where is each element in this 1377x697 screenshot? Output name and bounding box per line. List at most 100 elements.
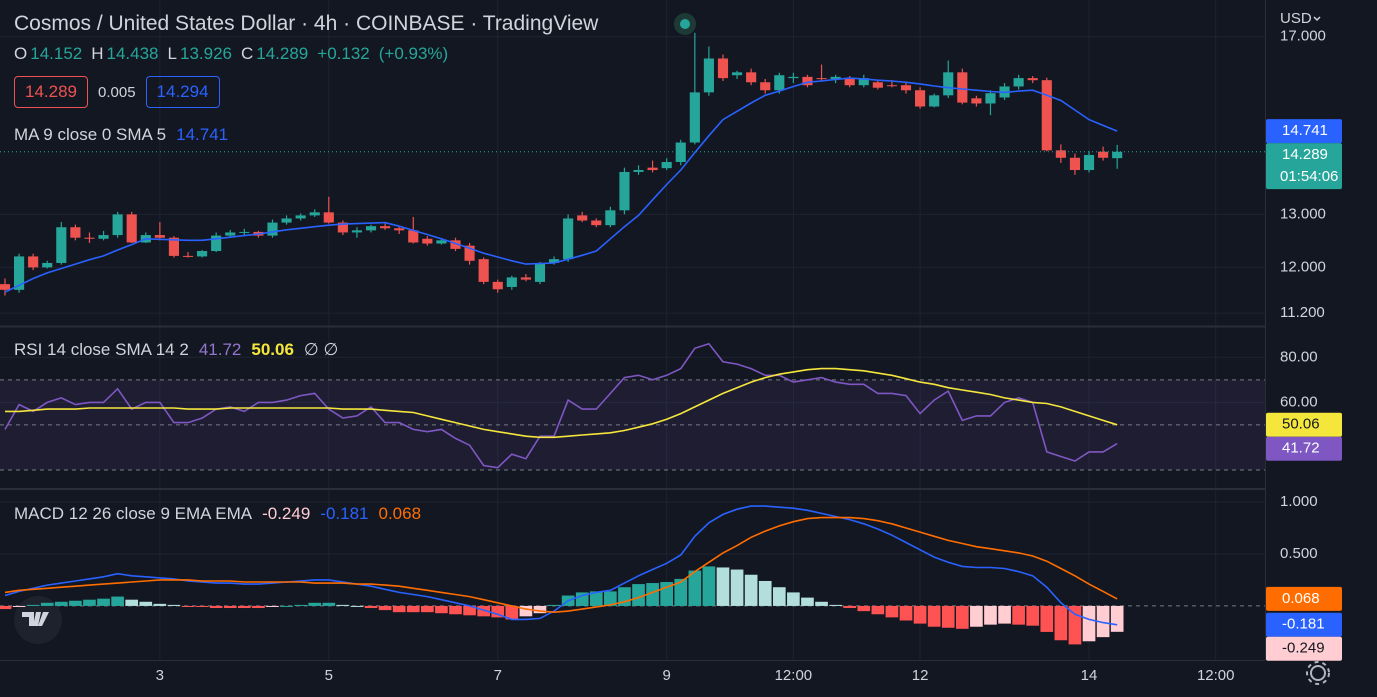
candle-body xyxy=(816,78,827,80)
histogram-bar xyxy=(12,605,26,607)
h-label: H xyxy=(91,44,104,63)
high-value: 14.438 xyxy=(106,44,159,63)
candle-body xyxy=(985,93,996,104)
histogram-bar xyxy=(857,605,871,612)
histogram-bar xyxy=(927,605,941,627)
macd-legend[interactable]: MACD 12 26 close 9 EMA EMA -0.249 -0.181… xyxy=(14,504,421,524)
rsi-value: 41.72 xyxy=(198,340,242,359)
currency[interactable]: USD xyxy=(1280,10,1312,27)
histogram-bar xyxy=(0,605,12,610)
price-badge xyxy=(1266,636,1342,661)
histogram-bar xyxy=(308,602,322,606)
ma-name: MA 9 close 0 SMA 5 xyxy=(14,125,167,144)
x-tick-label: 9 xyxy=(663,667,671,684)
tv-logo[interactable] xyxy=(14,596,62,644)
histogram-bar xyxy=(1082,605,1096,642)
histogram-bar xyxy=(463,605,476,616)
candle-body xyxy=(661,161,672,169)
x-tick-label: 3 xyxy=(156,667,164,684)
histogram-bar xyxy=(1096,605,1110,638)
candle-body xyxy=(380,226,391,229)
indicator-line xyxy=(4,342,1118,469)
candle-body xyxy=(267,222,278,236)
price-badge xyxy=(1266,436,1342,461)
candle-body xyxy=(760,82,771,91)
sell-button[interactable]: 14.289 xyxy=(14,76,88,108)
histogram-bar xyxy=(54,601,68,606)
candle-body xyxy=(844,78,855,86)
candle-body xyxy=(394,228,405,231)
gear-teeth xyxy=(1306,661,1330,685)
candle-body xyxy=(1027,78,1038,81)
ma-legend[interactable]: MA 9 close 0 SMA 5 14.741 xyxy=(14,125,228,145)
histogram-bar xyxy=(40,602,54,606)
ohlc-row: O 14.152 H 14.438 L 13.926 C 14.289 +0.132 (… xyxy=(14,44,448,64)
candle-body xyxy=(436,240,447,244)
histogram-bar xyxy=(322,602,336,606)
y-tick-label: 0.500 xyxy=(1280,545,1318,562)
histogram-bar xyxy=(449,605,462,615)
histogram-bar xyxy=(505,605,519,620)
histogram-bar xyxy=(885,605,899,618)
rsi-legend[interactable]: RSI 14 close SMA 14 2 41.72 50.06 ∅ ∅ xyxy=(14,340,338,360)
y-tick-label: 60.00 xyxy=(1280,393,1318,410)
candle-body xyxy=(1055,150,1066,158)
x-tick-label: 14 xyxy=(1081,667,1098,684)
candle-body xyxy=(929,95,940,107)
ma-value: 14.741 xyxy=(176,125,229,144)
candle-body xyxy=(774,75,785,91)
low-value: 13.926 xyxy=(179,44,232,63)
candle-body xyxy=(746,72,757,83)
histogram-bar xyxy=(716,567,730,606)
candle-body xyxy=(717,58,729,79)
histogram-bar xyxy=(477,605,490,617)
price-badge xyxy=(1266,143,1342,190)
candle-body xyxy=(731,72,743,76)
candle-body xyxy=(647,167,658,171)
candle-body xyxy=(323,212,334,223)
y-tick-label: 11.200 xyxy=(1280,304,1325,321)
candle-body xyxy=(548,259,560,263)
histogram-bar xyxy=(829,604,842,606)
x-tick-label: 7 xyxy=(494,667,502,684)
histogram-bar xyxy=(604,591,617,606)
price-badge-label: 41.72 xyxy=(1282,440,1320,457)
histogram-bar xyxy=(111,596,124,606)
rsi-extra: ∅ ∅ xyxy=(303,340,339,359)
gear xyxy=(1310,665,1326,681)
histogram-bar xyxy=(139,601,153,606)
price-badge-label: 14.289 xyxy=(1282,146,1328,163)
candle-body xyxy=(365,226,377,231)
candle-body xyxy=(182,255,194,257)
candle-body xyxy=(563,218,574,260)
candle-body xyxy=(126,214,137,243)
candle-body xyxy=(788,76,799,79)
candle-body xyxy=(1013,78,1024,87)
histogram-bar xyxy=(83,599,96,606)
buy-button[interactable]: 14.294 xyxy=(145,76,220,108)
candle-body xyxy=(1083,154,1095,171)
candle-body xyxy=(591,220,602,226)
candle-body xyxy=(42,262,53,268)
histogram-bar xyxy=(181,605,195,607)
candle-body xyxy=(830,76,841,79)
histogram-bar xyxy=(280,605,293,607)
histogram-bar xyxy=(125,599,139,606)
change-pct: (+0.93%) xyxy=(378,44,449,63)
histogram-bar xyxy=(772,587,786,606)
candle-body xyxy=(225,232,236,236)
indicator-line xyxy=(5,367,1118,439)
histogram-bar xyxy=(871,605,885,615)
spread: 0.005 xyxy=(98,83,136,101)
price-badge xyxy=(1266,412,1342,437)
price-badge-label: 0.068 xyxy=(1282,590,1320,607)
histogram-bar xyxy=(1040,605,1054,632)
histogram-bar xyxy=(1054,605,1068,641)
settings-icon[interactable] xyxy=(1306,661,1330,685)
candle-body xyxy=(619,171,630,211)
candle-body xyxy=(408,230,419,243)
histogram-bar xyxy=(787,592,800,606)
candle-body xyxy=(84,237,95,239)
candle-body xyxy=(689,92,700,143)
